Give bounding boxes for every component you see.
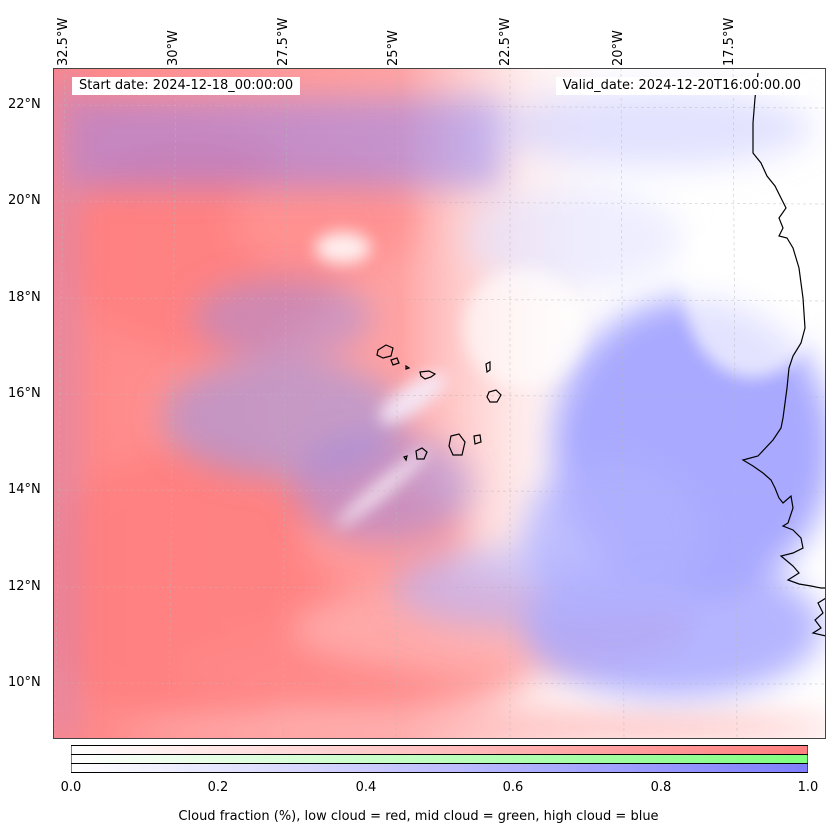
start-date-label: Start date: 2024-12-18_00:00:00 — [72, 77, 301, 95]
colorbar-label: Cloud fraction (%), low cloud = red, mid… — [178, 809, 659, 824]
colorbar-high-cloud — [71, 763, 808, 773]
colorbar-tick-0: 0.0 — [60, 780, 82, 795]
lon-label-22-5w: 22.5°W — [498, 17, 513, 66]
colorbar — [71, 745, 808, 773]
colorbar-mid-cloud — [71, 754, 808, 764]
lon-label-30w: 30°W — [166, 30, 181, 66]
graticule — [53, 68, 826, 739]
map-border — [53, 68, 826, 739]
clear-sky-band — [315, 198, 823, 528]
lon-label-20w: 20°W — [611, 30, 626, 66]
valid-date-label: Valid_date: 2024-12-20T16:00:00.00 — [555, 77, 808, 95]
lat-label-10n: 10°N — [8, 675, 41, 690]
colorbar-low-cloud — [71, 745, 808, 755]
cloud-fraction-map — [53, 68, 826, 739]
lat-label-12n: 12°N — [8, 579, 41, 594]
africa-coastline — [741, 72, 826, 589]
colorbar-tick-1: 1.0 — [797, 780, 819, 795]
lat-label-16n: 16°N — [8, 386, 41, 401]
lon-label-32-5w: 32.5°W — [56, 17, 71, 66]
lon-label-17-5w: 17.5°W — [722, 17, 737, 66]
colorbar-tick-0-6: 0.6 — [502, 780, 524, 795]
lat-label-22n: 22°N — [8, 97, 41, 112]
lat-label-14n: 14°N — [8, 482, 41, 497]
colorbar-tick-0-4: 0.4 — [355, 780, 377, 795]
cape-verde-islands — [376, 344, 502, 462]
lon-label-25w: 25°W — [386, 30, 401, 66]
lon-label-27-5w: 27.5°W — [276, 17, 291, 66]
africa-coastline-south — [811, 597, 826, 637]
lat-label-18n: 18°N — [8, 290, 41, 305]
colorbar-tick-0-2: 0.2 — [207, 780, 229, 795]
colorbar-tick-0-8: 0.8 — [650, 780, 672, 795]
lat-label-20n: 20°N — [8, 193, 41, 208]
